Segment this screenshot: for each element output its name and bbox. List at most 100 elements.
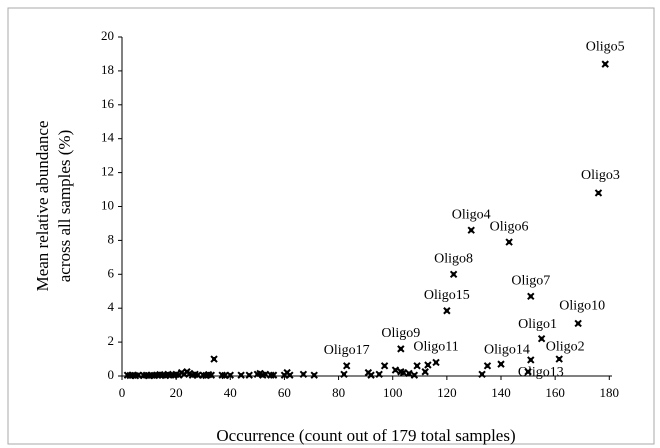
point xyxy=(204,370,213,379)
point xyxy=(191,370,199,379)
frame xyxy=(7,7,655,445)
y-tick-label: 2 xyxy=(108,333,115,348)
point xyxy=(172,370,180,379)
point xyxy=(413,362,421,370)
point xyxy=(310,371,318,379)
point xyxy=(153,371,161,379)
point xyxy=(421,368,429,376)
point xyxy=(202,371,210,380)
point xyxy=(207,371,216,379)
point xyxy=(194,371,202,379)
point xyxy=(126,371,134,380)
point-label: Oligo1 xyxy=(518,317,557,332)
point xyxy=(148,371,156,379)
point xyxy=(391,366,400,374)
point xyxy=(397,368,405,376)
y-tick-label: 20 xyxy=(101,28,114,43)
point xyxy=(399,368,408,377)
point xyxy=(139,371,148,380)
point xyxy=(527,356,535,364)
y-tick-label: 0 xyxy=(108,367,115,382)
point xyxy=(478,370,486,379)
point xyxy=(424,361,432,369)
point-label: Oligo11 xyxy=(413,340,458,355)
point xyxy=(218,371,226,379)
point-label: Oligo14 xyxy=(484,342,530,357)
point xyxy=(169,371,178,379)
point xyxy=(164,370,172,379)
point xyxy=(524,368,532,376)
x-tick-label: 160 xyxy=(545,385,565,400)
point xyxy=(226,371,234,379)
y-tick-label: 8 xyxy=(108,231,115,246)
point xyxy=(129,371,137,379)
point xyxy=(150,371,159,380)
x-tick-label: 140 xyxy=(491,385,511,400)
point-label: Oligo9 xyxy=(381,326,420,341)
point xyxy=(199,371,207,379)
point xyxy=(261,370,270,379)
point xyxy=(397,345,405,353)
y-tick-label: 12 xyxy=(101,164,114,179)
point-label: Oligo7 xyxy=(511,274,550,289)
point-label: Oligo8 xyxy=(434,252,473,267)
point-label: Oligo3 xyxy=(581,168,620,183)
point xyxy=(449,270,458,279)
point xyxy=(443,307,451,315)
point xyxy=(131,371,140,380)
point-label: Oligo15 xyxy=(424,288,470,303)
point xyxy=(156,370,164,379)
point-label: Oligo5 xyxy=(586,39,625,54)
point xyxy=(574,319,582,328)
point xyxy=(123,371,132,379)
y-tick-label: 4 xyxy=(108,299,115,314)
point-label: Oligo4 xyxy=(452,207,491,222)
y-tick-label: 10 xyxy=(101,197,114,212)
point xyxy=(537,335,546,343)
point xyxy=(161,371,170,380)
y-tick-label: 18 xyxy=(101,62,114,77)
point xyxy=(142,371,151,379)
point xyxy=(497,360,505,368)
y-tick-label: 6 xyxy=(108,265,115,280)
point xyxy=(380,362,389,370)
point xyxy=(432,358,440,367)
y-tick-label: 16 xyxy=(101,96,115,111)
point xyxy=(158,371,167,379)
point xyxy=(221,371,229,380)
x-tick-label: 180 xyxy=(600,385,620,400)
point xyxy=(259,371,267,379)
y-axis-title: Mean relative abundance xyxy=(33,121,52,292)
point xyxy=(210,355,218,363)
point xyxy=(375,370,383,379)
point xyxy=(145,371,153,380)
point xyxy=(269,371,278,379)
point xyxy=(188,371,197,379)
x-tick-label: 80 xyxy=(332,385,345,400)
point xyxy=(286,371,294,379)
point xyxy=(594,189,603,197)
point xyxy=(134,371,142,379)
y-tick-label: 14 xyxy=(101,130,115,145)
point xyxy=(505,238,513,246)
point xyxy=(405,369,413,378)
point xyxy=(245,371,253,379)
point xyxy=(267,371,275,379)
point xyxy=(253,370,262,379)
point-label: Oligo10 xyxy=(559,299,605,314)
y-axis-title: across all samples (%) xyxy=(55,130,74,282)
point xyxy=(467,226,475,234)
point xyxy=(601,60,609,68)
point xyxy=(342,362,351,370)
point xyxy=(410,371,419,379)
point xyxy=(367,371,375,379)
x-tick-label: 20 xyxy=(170,385,183,400)
x-tick-label: 40 xyxy=(224,385,237,400)
x-tick-label: 60 xyxy=(278,385,291,400)
point xyxy=(340,370,348,379)
x-tick-label: 0 xyxy=(119,385,126,400)
point-label: Oligo6 xyxy=(490,219,529,234)
point xyxy=(299,370,308,379)
point-label: Oligo17 xyxy=(324,343,370,358)
